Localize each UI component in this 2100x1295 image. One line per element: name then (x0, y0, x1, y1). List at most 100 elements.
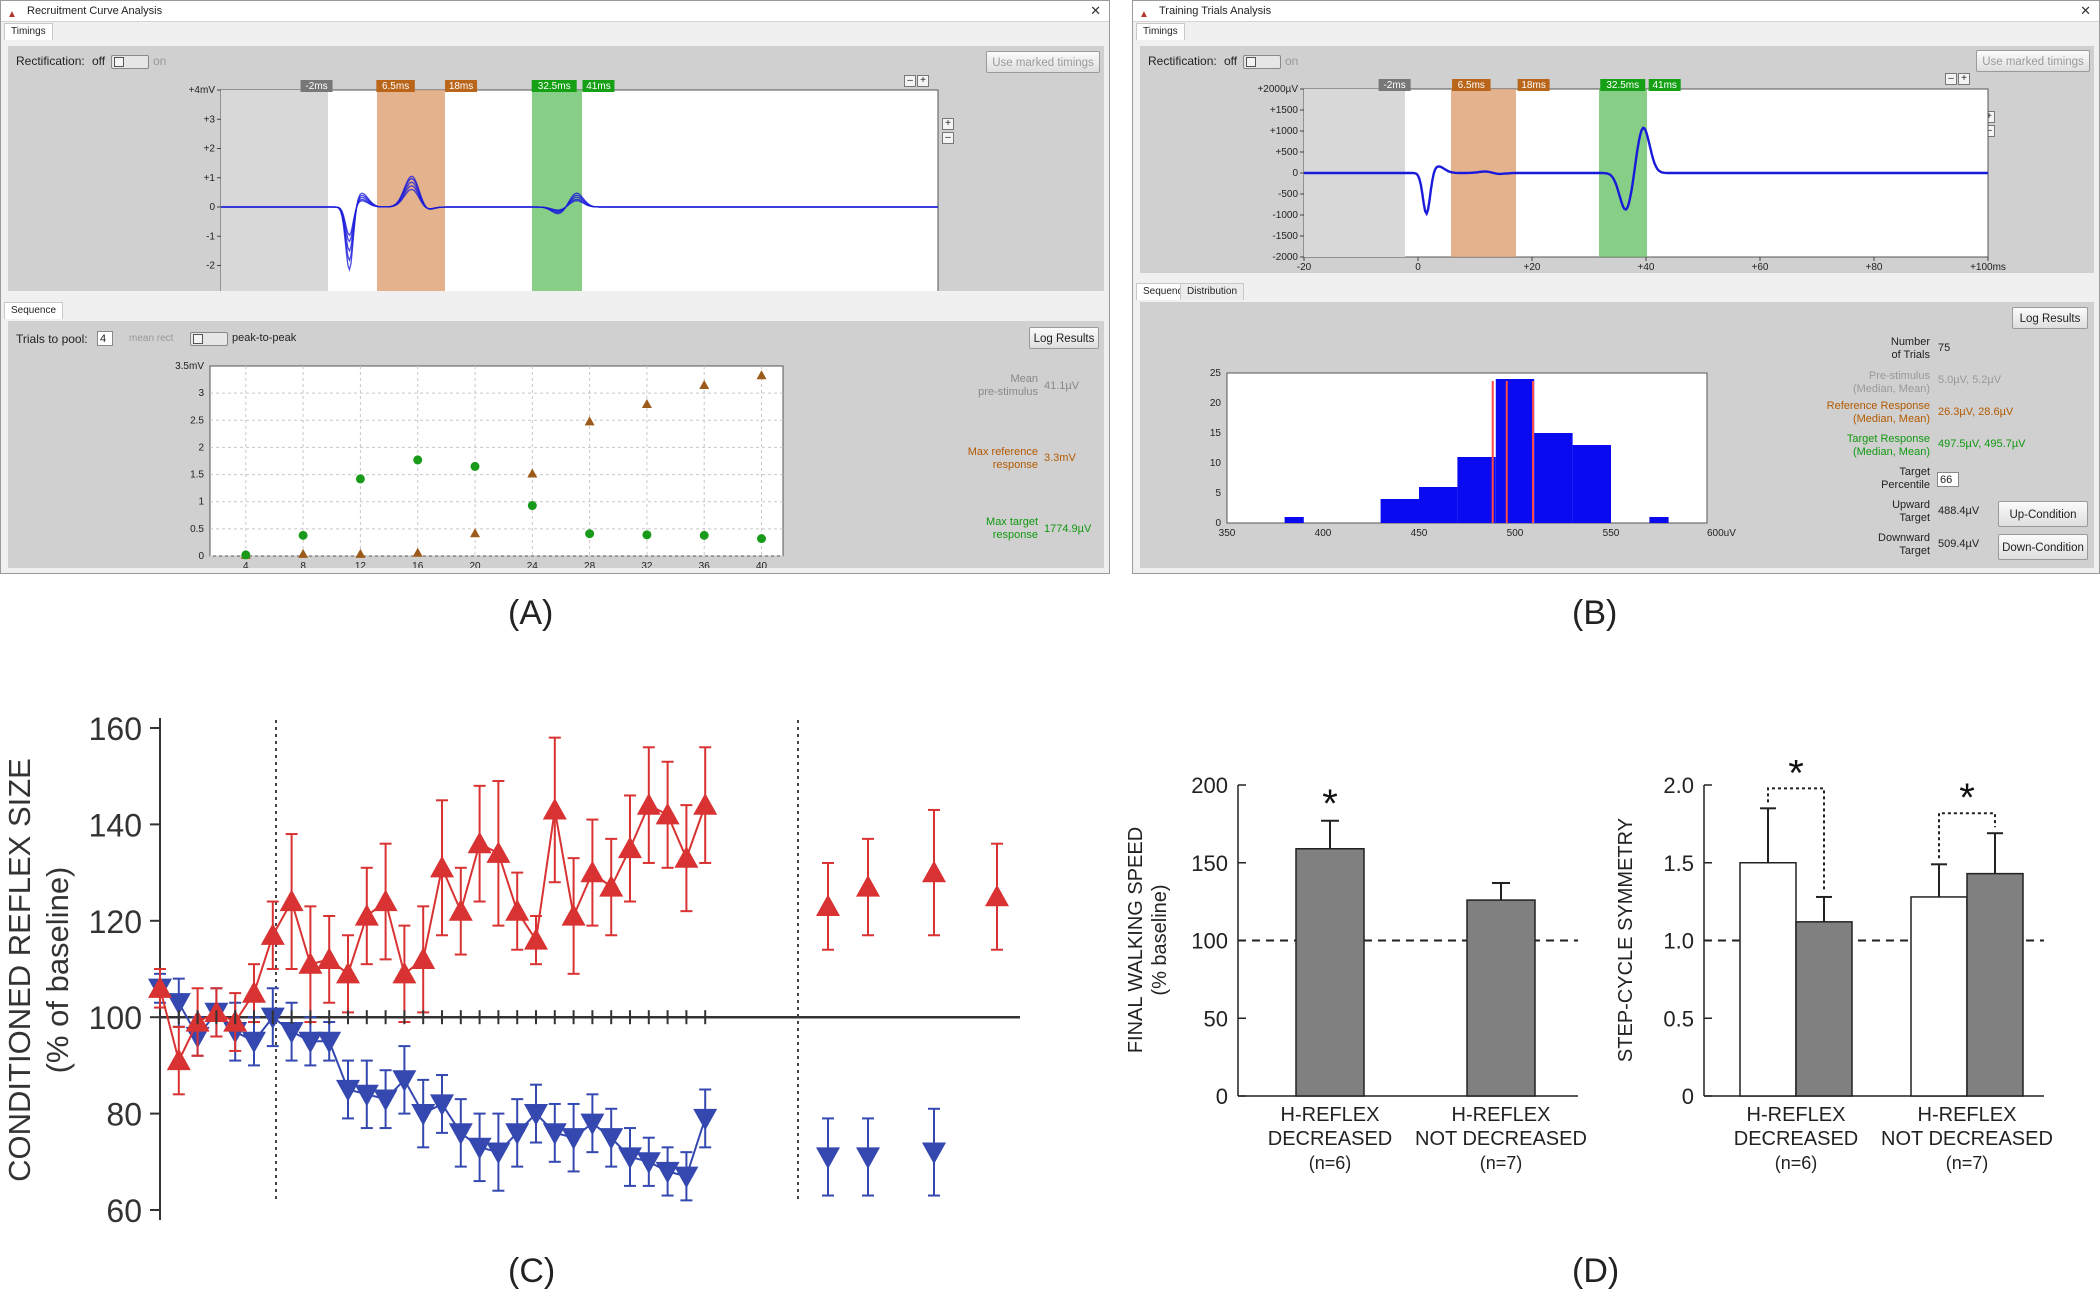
target-point (642, 530, 652, 540)
y-tick-label: 0 (209, 202, 215, 213)
x-tick-label: 0 (1415, 262, 1421, 273)
up-triangle-marker (166, 1048, 191, 1071)
rect-on-label: on (153, 54, 167, 68)
y-tick-label: -500 (1278, 189, 1298, 200)
up-triangle-marker (618, 836, 642, 859)
tab-timings[interactable]: Timings (4, 23, 53, 40)
tab-sequence[interactable]: Sequence (4, 302, 64, 319)
x-tick-label: +80 (1866, 262, 1883, 273)
y-tick-label: 140 (89, 807, 142, 843)
y-tick-label: 200 (1191, 773, 1228, 798)
y-tick-label: 20 (1210, 398, 1222, 409)
up-condition-button[interactable]: Up-Condition (1998, 501, 2088, 527)
down-triangle-marker (373, 1089, 398, 1112)
training-trials-window: ▲ Training Trials Analysis ✕ Timings Rec… (1132, 0, 2100, 574)
reference-point (298, 548, 309, 558)
grid (210, 366, 783, 557)
x-zoom-out-button[interactable]: – (1945, 73, 1957, 85)
timing-markers: -2ms 6.5ms 18ms 32.5ms 41ms (1378, 79, 1681, 91)
y-tick-label: +1500 (1270, 105, 1299, 116)
stat-max-target-value: 1774.9µV (1044, 523, 1092, 535)
measure-toggle[interactable] (190, 332, 228, 346)
down-triangle-marker (816, 1147, 840, 1169)
up-triangle-marker (922, 860, 946, 883)
stat-max-ref-label: Max reference response (967, 446, 1038, 471)
target-percentile-input[interactable]: 66 (1937, 472, 1959, 487)
significance-star: * (1788, 760, 1804, 795)
walking-symmetry-charts: 200 150 100 50 0 FINAL WALKING SPEED (% baseli… (1125, 760, 2053, 1173)
close-icon[interactable]: ✕ (2080, 3, 2091, 18)
y-tick-label: +1 (204, 173, 216, 184)
log-results-button[interactable]: Log Results (1029, 327, 1099, 349)
use-marked-timings-button[interactable]: Use marked timings (986, 51, 1100, 73)
up-triangle-marker (467, 831, 492, 854)
up-triangle-marker (636, 793, 661, 815)
significance-star: * (1959, 776, 1975, 820)
x-zoom-in-button[interactable]: + (917, 75, 929, 87)
y-tick-label: +2 (204, 144, 216, 155)
use-marked-timings-button[interactable]: Use marked timings (1976, 50, 2090, 72)
category-label: (n=7) (1480, 1153, 1523, 1173)
rectification-toggle[interactable] (111, 55, 149, 69)
up-triangle-marker (580, 860, 605, 883)
x-tick-label: 24 (527, 561, 539, 568)
y-axis-ticks: +4mV+3+2+10-1-2-3-4 (189, 85, 221, 291)
up-triangle-marker (561, 903, 586, 926)
title-bar: ▲ Training Trials Analysis ✕ (1133, 1, 2099, 22)
timing-markers: -2ms 6.5ms 18ms 32.5ms 41ms (300, 80, 615, 92)
reference-point (470, 528, 481, 538)
tab-distribution[interactable]: Distribution (1180, 283, 1245, 300)
y-zoom-out-button[interactable]: – (942, 132, 954, 144)
x-tick-label: 4 (243, 561, 249, 568)
emg-timings-plot[interactable]: +4mV+3+2+10-1-2-3-4 -200+20+40+60+80+100… (8, 46, 1104, 291)
timing-marker-box (1648, 79, 1681, 91)
target-point (241, 550, 251, 560)
reference-point (584, 416, 595, 426)
y-tick-label: 2 (198, 442, 204, 453)
log-results-button[interactable]: Log Results (2012, 307, 2088, 329)
x-zoom-out-button[interactable]: – (904, 75, 916, 87)
trials-to-pool-input[interactable]: 4 (97, 331, 113, 346)
y-tick-label: 1.5 (1663, 851, 1694, 876)
close-icon[interactable]: ✕ (1090, 3, 1101, 18)
y-tick-label: 1.5 (190, 470, 204, 481)
y-tick-label: 0 (198, 551, 204, 562)
stat-downward-value: 509.4µV (1938, 538, 1980, 550)
tab-timings[interactable]: Timings (1136, 23, 1185, 40)
bar (1295, 848, 1365, 1097)
x-zoom-in-button[interactable]: + (1958, 73, 1970, 85)
stat-target-value: 497.5µV, 495.7µV (1938, 438, 2026, 450)
y-axis-ticks: +2000µV +1500 +1000 +500 0 -500 -1000 -1500 -200… (1257, 84, 1304, 263)
category-label: NOT DECREASED (1415, 1128, 1587, 1150)
x-tick-label: 450 (1411, 528, 1428, 539)
up-triangle-marker (317, 947, 342, 969)
histogram-bar (1572, 445, 1611, 523)
sequence-scatter-plot: 3.5mV 3 2.5 2 1.5 1 0.5 0 4 8 12 16 20 24 28 32 36 40 (175, 361, 784, 568)
rectification-label: Rectification: (16, 54, 85, 68)
x-tick-label: 12 (355, 561, 367, 568)
timing-marker-box (1452, 79, 1491, 91)
down-condition-button[interactable]: Down-Condition (1998, 534, 2088, 560)
mean-rect-label: mean rect (129, 333, 174, 344)
x-tick-label: +40 (1638, 262, 1655, 273)
y-zoom-in-button[interactable]: + (942, 118, 954, 130)
rectification-toggle[interactable] (1243, 55, 1281, 69)
stat-target-label: Target Response (Median, Mean) (1846, 433, 1930, 458)
rectification-label: Rectification: (1148, 54, 1217, 68)
data-points (240, 370, 767, 560)
y-tick-label: 3 (198, 388, 204, 399)
reference-window (377, 90, 445, 291)
y-tick-label: 100 (1191, 929, 1228, 954)
y-axis-title: FINAL WALKING SPEED (1125, 827, 1147, 1053)
conditioned-reflex-chart: 160 140 120 100 80 60 CONDITIONED REFLEX SIZE(… (2, 711, 1020, 1229)
down-triangle-marker (674, 1166, 699, 1189)
up-triangle-marker (242, 981, 266, 1003)
target-point (699, 530, 709, 540)
timing-marker-label: 41ms (1652, 80, 1676, 91)
stat-prestim-value: 5.0µV, 5.2µV (1938, 374, 2002, 386)
up-triangle-marker (430, 855, 454, 878)
down-triangle-marker (599, 1128, 624, 1150)
emg-timings-plot[interactable]: +2000µV+1500+1000+5000-500-1000-1500-200… (1140, 46, 2094, 273)
y-tick-label: +500 (1275, 147, 1298, 158)
